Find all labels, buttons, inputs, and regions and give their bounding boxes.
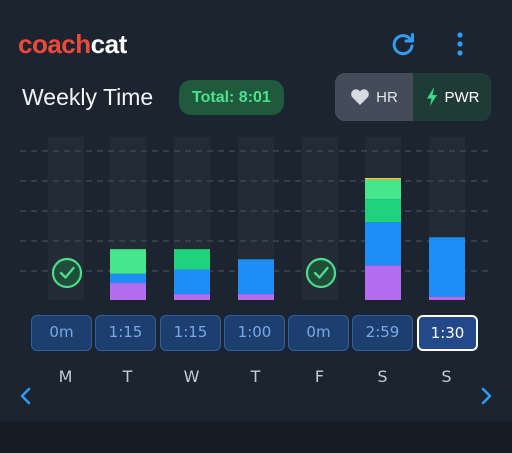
bar-segment-purple[interactable] [365, 265, 401, 300]
next-week-icon[interactable] [476, 385, 496, 407]
bar-segment-blue[interactable] [429, 237, 465, 297]
day-letter-label: T [250, 367, 261, 386]
day-time-pill[interactable]: 1:00 [224, 315, 285, 351]
heart-icon [351, 89, 370, 105]
logo-coach-text: coach [18, 29, 91, 59]
metric-toggle: HR PWR [335, 73, 491, 121]
bar-segment-green_dark[interactable] [365, 199, 401, 223]
day-time-pill[interactable]: 1:15 [160, 315, 221, 351]
completed-check-icon [305, 257, 337, 289]
bar-segment-green_light[interactable] [110, 249, 146, 274]
bottom-bar [0, 421, 512, 453]
pwr-toggle-button[interactable]: PWR [413, 73, 491, 121]
pwr-toggle-label: PWR [444, 88, 480, 106]
logo-cat-text: cat [90, 29, 128, 59]
day-letter-label: S [377, 367, 388, 386]
bar-segment-purple[interactable] [110, 283, 146, 300]
day-letter-label: T [122, 367, 133, 386]
day-letter-label: S [441, 367, 452, 386]
day-time-pill[interactable]: 2:59 [352, 315, 413, 351]
day-time-pill[interactable]: 0m [31, 315, 92, 351]
bar-segment-green_dark[interactable] [174, 249, 210, 270]
app-header: coachcat [0, 0, 512, 80]
bar-segment-blue[interactable] [110, 273, 146, 284]
bar-segment-purple[interactable] [429, 296, 465, 300]
day-letter-label: M [58, 367, 73, 386]
page-title: Weekly Time [22, 84, 154, 110]
coachcat-logo: coachcat [18, 29, 127, 60]
bar-segment-purple[interactable] [238, 294, 274, 300]
day-time-pill[interactable]: 0m [288, 315, 349, 351]
bar-segment-yellow[interactable] [365, 177, 401, 180]
refresh-icon[interactable] [389, 30, 417, 58]
lightning-icon [426, 88, 437, 106]
hr-toggle-button[interactable]: HR [335, 73, 413, 121]
bar-segment-green_light[interactable] [365, 179, 401, 200]
bar-segment-blue[interactable] [174, 269, 210, 295]
completed-check-icon [51, 257, 83, 289]
bar-segment-blue[interactable] [238, 259, 274, 295]
more-options-icon[interactable] [446, 30, 474, 58]
day-time-pill[interactable]: 1:15 [95, 315, 156, 351]
hr-toggle-label: HR [376, 88, 398, 106]
previous-week-icon[interactable] [16, 385, 36, 407]
day-letter-label: W [183, 367, 200, 386]
total-time-badge: Total: 8:01 [179, 80, 284, 115]
bar-segment-purple[interactable] [174, 294, 210, 300]
bar-segment-blue[interactable] [365, 222, 401, 266]
day-time-pill[interactable]: 1:30 [417, 315, 478, 351]
day-letter-label: F [314, 367, 325, 386]
